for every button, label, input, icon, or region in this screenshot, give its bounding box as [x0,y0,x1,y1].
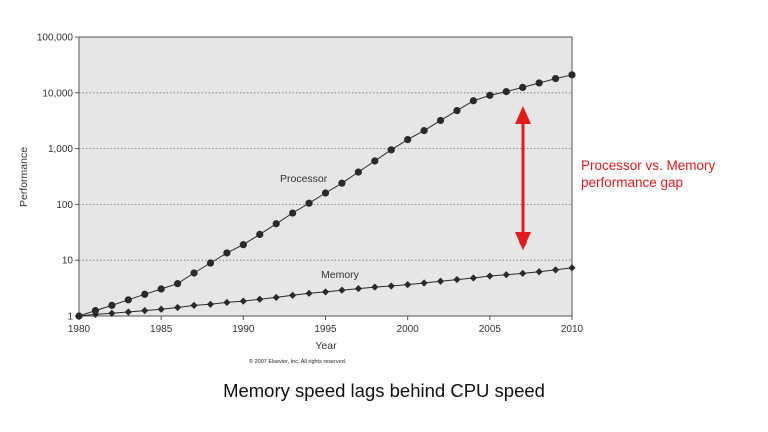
annotation-text: Processor vs. Memory performance gap [581,158,719,190]
processor-data-point [190,269,198,277]
processor-data-point [453,106,461,115]
memory-data-point [141,306,149,315]
x-tick-label: 2005 [479,324,502,335]
processor-data-point [223,249,231,257]
processor-data-point [502,88,510,96]
y-tick-label: 100 [56,200,73,211]
memory-data-point [568,264,576,272]
processor-data-point [174,280,182,288]
memory-data-point [354,284,362,293]
memory-data-point [206,300,215,308]
y-tick-label: 10,000 [42,88,73,99]
plot-area [78,36,573,317]
memory-data-point [75,312,83,320]
arrowhead-top [515,106,531,124]
memory-data-point [289,291,297,299]
processor-data-point [206,259,215,267]
annotation-line-1: Processor vs. Memory [581,158,716,173]
y-tick-label: 100,000 [37,33,74,44]
processor-data-point [305,199,313,207]
memory-data-point [338,286,346,294]
processor-data-point [404,135,412,144]
processor-data-point [108,301,116,309]
processor-data-point [239,241,247,249]
memory-data-point [108,309,116,317]
processor-data-point [486,91,494,99]
processor-data-point [551,74,560,83]
x-tick-label: 2010 [561,324,584,335]
processor-data-point [289,209,297,217]
memory-data-point [453,275,461,284]
memory-data-point [436,277,445,285]
processor-data-point [157,285,165,293]
memory-data-point [321,288,330,296]
x-axis-title: Year [315,340,337,352]
processor-data-point [124,296,132,304]
memory-data-point [387,282,395,290]
processor-data-point [519,83,527,91]
processor-data-point [272,220,280,228]
memory-data-point [486,272,494,280]
memory-data-point [305,289,313,297]
x-tick-label: 1980 [68,324,91,335]
series-group [75,71,576,320]
processor-data-point [354,168,362,176]
processor-data-point [436,116,445,125]
x-tick-label: 2000 [397,324,420,335]
processor-data-point [387,146,395,154]
y-tick-label: 10 [62,256,74,267]
copyright-notice: © 2007 Elsevier, Inc. All rights reserve… [249,358,347,365]
processor-data-point [321,189,330,197]
memory-data-point [223,298,231,307]
processor-data-point [420,127,428,135]
memory-data-point [190,301,198,309]
memory-data-point [371,283,379,291]
memory-data-point [256,295,264,303]
memory-data-point [551,266,560,274]
memory-data-point [469,274,477,282]
x-tick-label: 1985 [150,324,173,335]
x-tick-label: 1995 [314,324,337,335]
x-tick-label: 1990 [232,324,255,335]
axis-ticks: 1 10 100 1,000 10,000 100,000 1980 1985 1990 1995… [37,33,584,336]
y-axis-title: Performance [18,147,30,207]
processor-data-point [469,97,477,105]
memory-data-point [239,297,247,305]
memory-data-point [91,310,100,318]
memory-data-point [420,279,428,287]
memory-data-point [124,308,132,316]
processor-data-point [371,157,379,165]
performance-chart: 1 10 100 1,000 10,000 100,000 1980 1985 1990 1995… [18,33,719,366]
memory-data-point [535,268,543,276]
processor-data-point [535,79,543,87]
annotation-line-2: performance gap [581,175,683,190]
memory-data-point [404,281,412,289]
memory-data-point [174,303,182,312]
memory-data-point [272,293,280,302]
series-label-processor: Processor [280,173,328,185]
processor-data-point [568,71,576,79]
processor-data-point [338,179,346,187]
processor-data-point [91,306,100,315]
y-tick-label: 1 [67,312,73,323]
slide-caption: Memory speed lags behind CPU speed [223,380,545,401]
processor-data-point [256,230,264,238]
memory-data-point [502,271,510,279]
y-tick-label: 1,000 [48,144,73,155]
series-label-memory: Memory [321,269,360,281]
memory-data-point [157,305,165,313]
memory-data-point [519,269,527,278]
processor-data-point [141,290,149,298]
arrowhead-bottom [515,232,531,250]
